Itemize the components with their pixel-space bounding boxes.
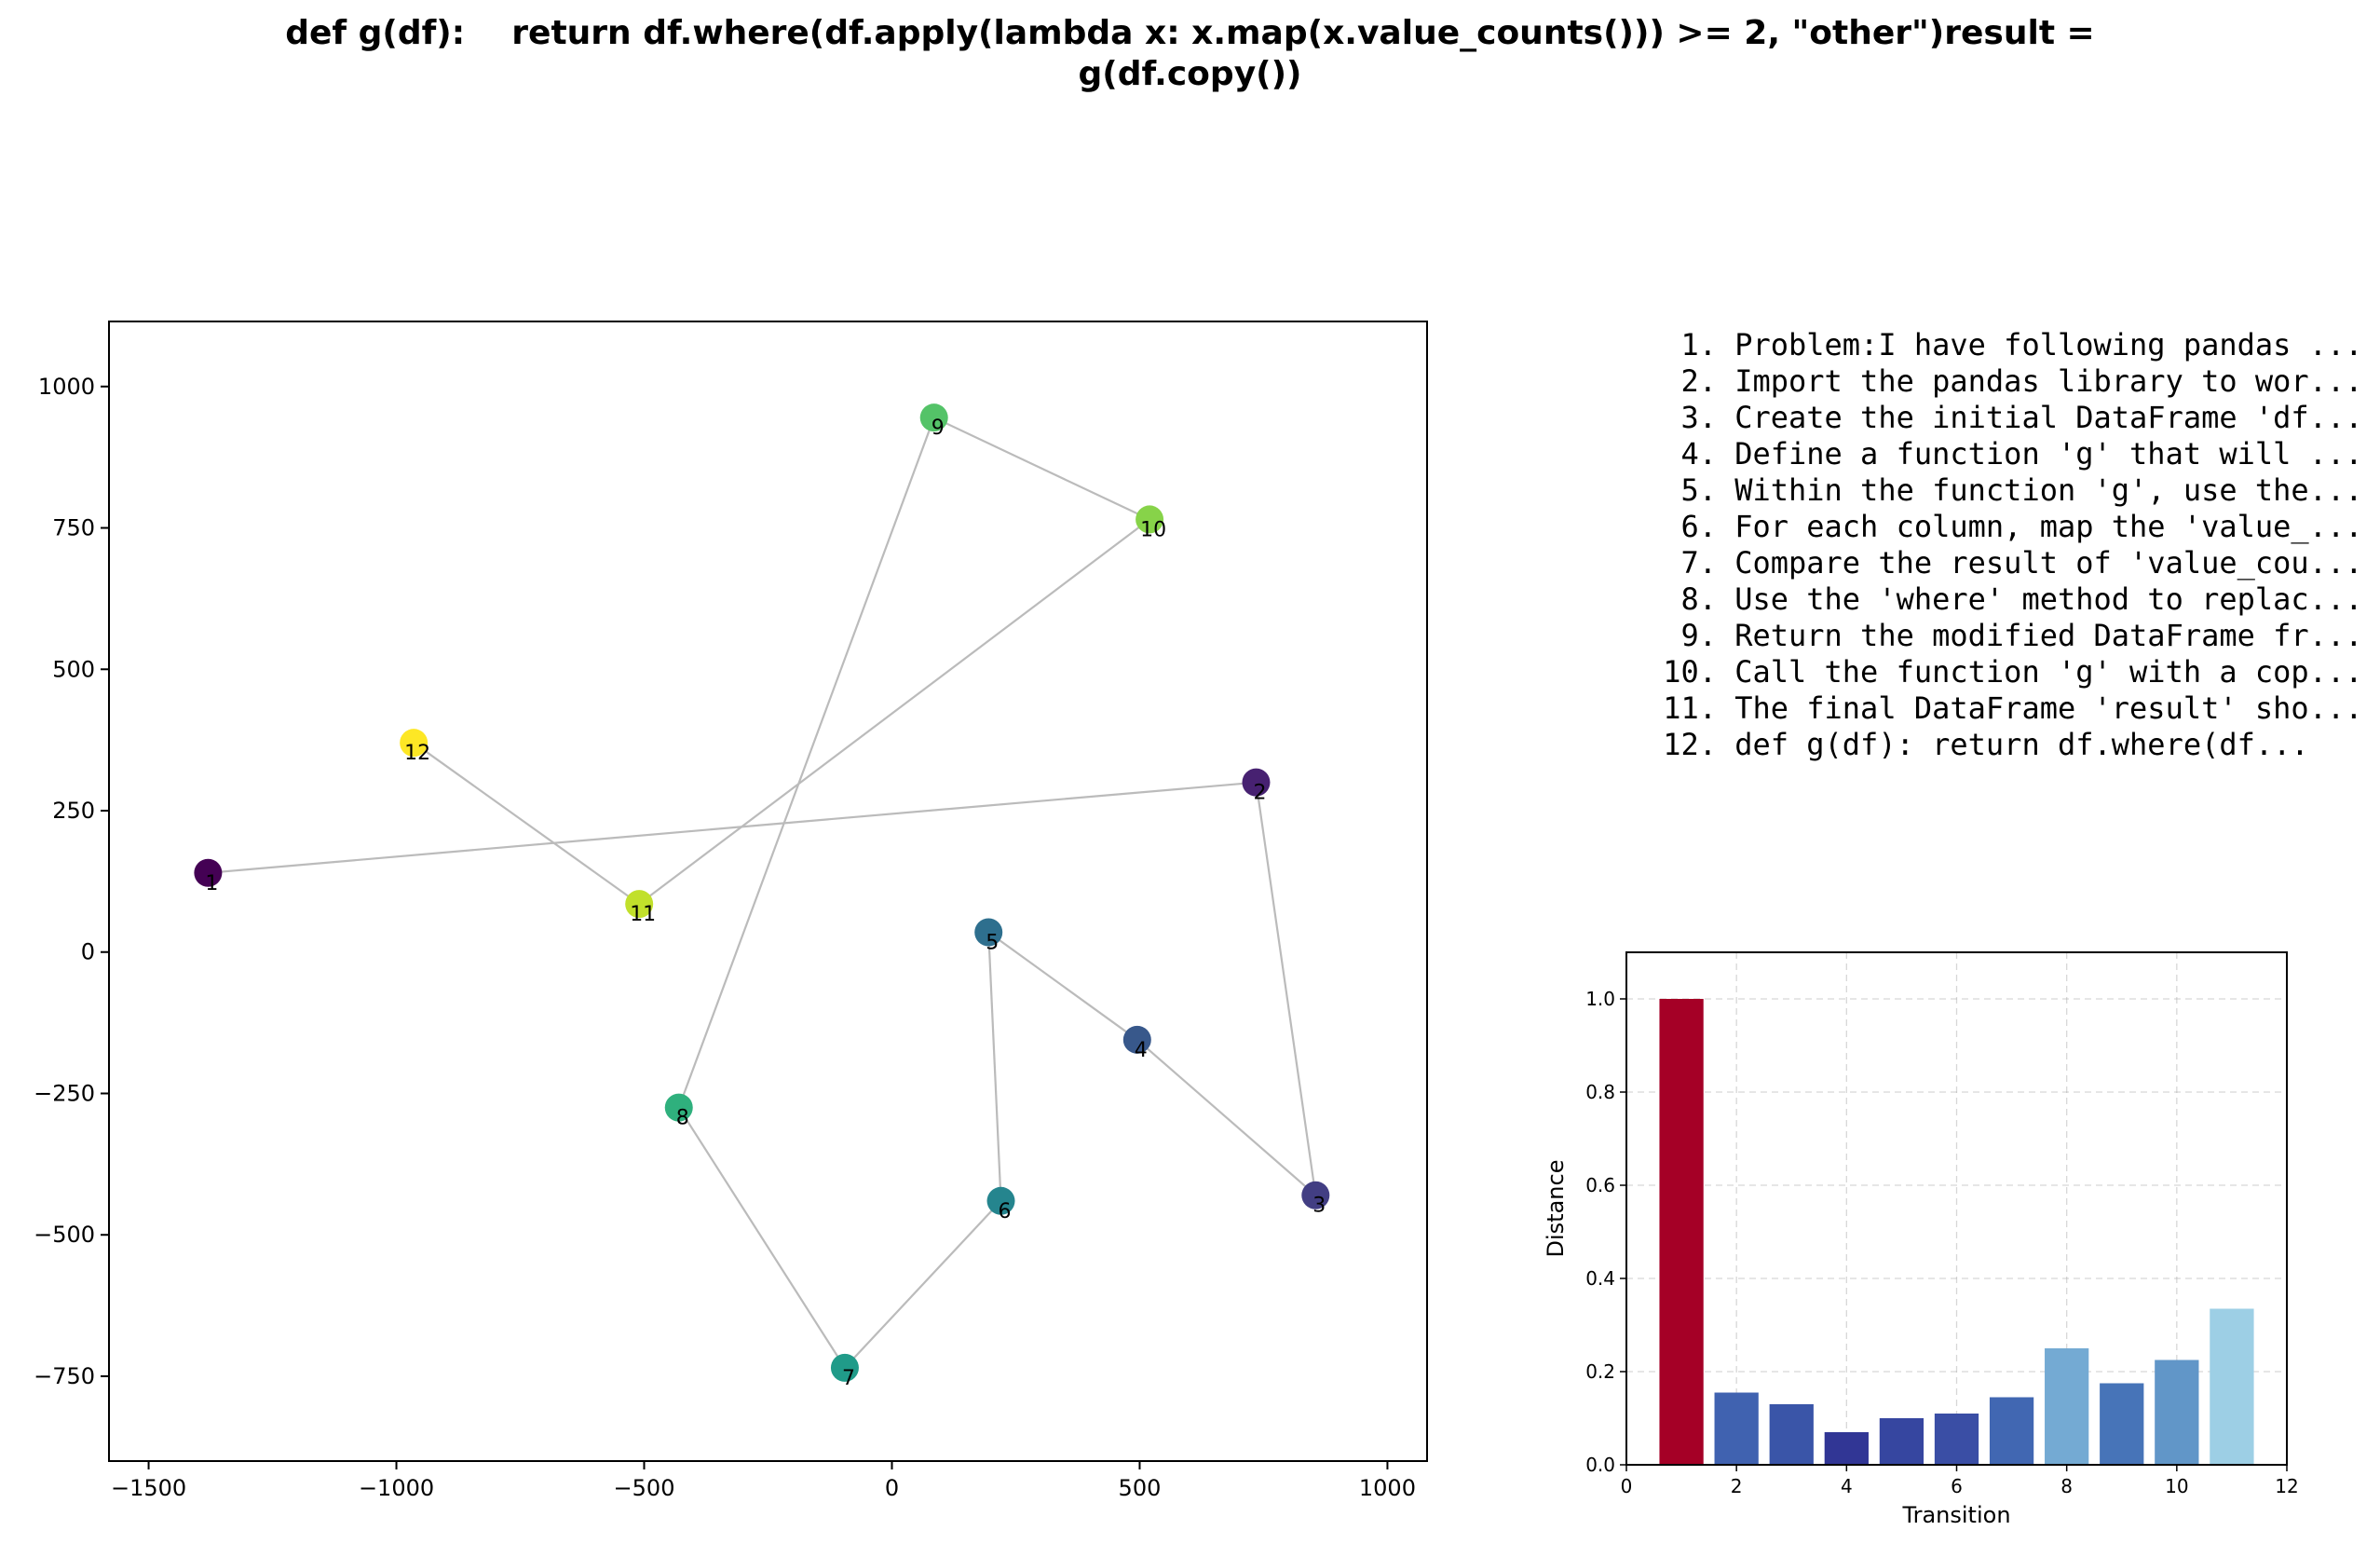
point-label: 1	[205, 872, 218, 895]
path-point	[664, 1093, 693, 1122]
point-label: 3	[1312, 1195, 1326, 1218]
y-tick-label: 750	[52, 515, 95, 541]
path-point	[1242, 768, 1271, 797]
x-tick-label: 1000	[1359, 1475, 1416, 1501]
y-tick-label: −250	[34, 1080, 95, 1106]
point-label: 12	[404, 742, 430, 765]
point-label: 4	[1135, 1039, 1148, 1062]
point-label: 9	[932, 417, 945, 440]
y-tick-label: 0	[81, 939, 95, 965]
chart-title: def g(df): return df.where(df.apply(lamb…	[0, 13, 2380, 95]
chart-title-line: def g(df): return df.where(df.apply(lamb…	[285, 14, 2095, 52]
path-segment	[933, 417, 1150, 521]
y-tick-label: −750	[34, 1363, 95, 1389]
scatter-axis-ticks: −1500 −1000 −500 0 500 1000 −750 −500 −250 0 250 50…	[34, 374, 1416, 1501]
path-point	[400, 729, 428, 758]
path-point	[830, 1353, 859, 1382]
path-point	[1122, 1025, 1151, 1054]
path-segment	[987, 931, 1138, 1041]
path-segment	[638, 518, 1150, 906]
path-segment	[1136, 1038, 1317, 1196]
path-point	[194, 858, 223, 887]
path-segment	[677, 1107, 846, 1369]
path-point	[919, 403, 948, 432]
scatter-plot-frame	[108, 321, 1428, 1462]
path-point	[986, 1186, 1015, 1215]
x-tick-label: 0	[885, 1475, 899, 1501]
y-tick-label: 250	[52, 798, 95, 824]
path-point	[1136, 505, 1164, 534]
point-label: 11	[630, 903, 656, 926]
path-segment	[987, 932, 1002, 1201]
y-tick-label: 500	[52, 656, 95, 682]
path-lines	[208, 417, 1317, 1369]
chart-title-line: g(df.copy())	[1078, 55, 1302, 93]
path-point	[974, 918, 1003, 947]
point-label: 10	[1140, 518, 1166, 541]
x-tick-label: −1000	[359, 1475, 434, 1501]
point-label: 8	[676, 1107, 689, 1130]
point-label: 7	[842, 1367, 855, 1390]
path-segment	[677, 417, 935, 1109]
x-tick-label: 500	[1119, 1475, 1162, 1501]
y-tick-label: 1000	[38, 374, 95, 400]
point-label: 2	[1253, 782, 1266, 805]
point-label: 5	[986, 932, 999, 955]
path-point	[1301, 1181, 1330, 1209]
path-segment	[1255, 782, 1317, 1196]
path-segment	[208, 781, 1257, 874]
path-point	[625, 890, 654, 919]
x-tick-label: −500	[614, 1475, 675, 1501]
y-tick-label: −500	[34, 1222, 95, 1248]
point-label: 6	[999, 1200, 1012, 1223]
path-segment	[844, 1200, 1002, 1369]
x-tick-label: −1500	[111, 1475, 186, 1501]
path-segment	[413, 742, 640, 906]
